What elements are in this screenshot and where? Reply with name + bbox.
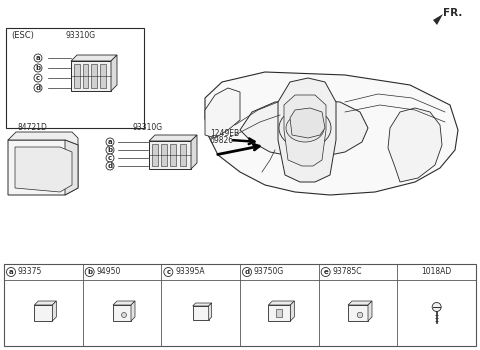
Polygon shape <box>71 55 117 61</box>
Circle shape <box>321 267 330 276</box>
Polygon shape <box>348 301 372 305</box>
Text: 93750G: 93750G <box>254 267 284 276</box>
Polygon shape <box>8 132 78 145</box>
Text: 69826: 69826 <box>210 136 234 145</box>
Circle shape <box>106 162 114 170</box>
Polygon shape <box>8 140 78 195</box>
Bar <box>74 64 80 88</box>
Text: a: a <box>36 55 40 61</box>
Polygon shape <box>205 88 240 138</box>
Circle shape <box>106 138 114 146</box>
Polygon shape <box>149 135 197 141</box>
Text: b: b <box>108 147 113 153</box>
Polygon shape <box>290 301 294 321</box>
Bar <box>71 61 111 91</box>
Text: b: b <box>36 65 41 71</box>
Text: e: e <box>324 269 328 275</box>
Polygon shape <box>240 100 368 157</box>
Text: 84721D: 84721D <box>18 123 48 132</box>
Text: b: b <box>87 269 92 275</box>
Circle shape <box>34 74 42 82</box>
Polygon shape <box>284 95 326 166</box>
Circle shape <box>121 313 127 317</box>
Text: 93395A: 93395A <box>175 267 205 276</box>
Bar <box>192 306 209 320</box>
Circle shape <box>34 84 42 92</box>
Circle shape <box>242 267 252 276</box>
Circle shape <box>34 54 42 62</box>
Polygon shape <box>65 140 78 195</box>
Circle shape <box>7 267 15 276</box>
Ellipse shape <box>286 114 324 142</box>
Text: 93785C: 93785C <box>333 267 362 276</box>
Polygon shape <box>191 135 197 169</box>
Circle shape <box>432 302 441 312</box>
Text: a: a <box>9 269 13 275</box>
Circle shape <box>85 267 94 276</box>
Polygon shape <box>111 55 117 91</box>
Circle shape <box>357 312 363 318</box>
Text: 93375: 93375 <box>18 267 42 276</box>
Polygon shape <box>290 108 325 138</box>
Polygon shape <box>205 72 458 195</box>
Text: FR.: FR. <box>443 8 462 18</box>
Text: d: d <box>36 85 41 91</box>
Text: 93310G: 93310G <box>66 31 96 40</box>
Polygon shape <box>278 78 336 182</box>
Bar <box>113 305 131 321</box>
Bar <box>348 305 368 321</box>
Text: (ESC): (ESC) <box>11 31 34 40</box>
Circle shape <box>34 64 42 72</box>
Text: 93310G: 93310G <box>133 123 163 132</box>
Circle shape <box>106 154 114 162</box>
Polygon shape <box>368 301 372 321</box>
Text: 1018AD: 1018AD <box>421 267 452 276</box>
Polygon shape <box>192 303 212 306</box>
Text: a: a <box>108 139 112 145</box>
Text: d: d <box>244 269 250 275</box>
Bar <box>170 144 176 166</box>
Text: c: c <box>36 75 40 81</box>
Bar <box>91 64 97 88</box>
Bar <box>149 141 191 169</box>
Bar <box>268 305 290 321</box>
Polygon shape <box>15 147 72 192</box>
Text: c: c <box>166 269 170 275</box>
Polygon shape <box>113 301 135 305</box>
Bar <box>276 309 282 317</box>
Text: d: d <box>108 163 113 169</box>
Bar <box>180 144 186 166</box>
Bar <box>100 64 106 88</box>
Polygon shape <box>131 301 135 321</box>
Polygon shape <box>268 301 294 305</box>
Bar <box>35 305 52 321</box>
Bar <box>152 144 158 166</box>
Polygon shape <box>388 108 442 182</box>
Polygon shape <box>433 14 443 25</box>
Polygon shape <box>52 301 56 321</box>
Text: 94950: 94950 <box>96 267 121 276</box>
Bar <box>4 264 476 346</box>
Polygon shape <box>35 301 56 305</box>
Circle shape <box>164 267 173 276</box>
Text: c: c <box>108 155 112 161</box>
Text: 1249EB: 1249EB <box>210 129 239 138</box>
Bar <box>161 144 167 166</box>
Bar <box>6 28 144 128</box>
Polygon shape <box>209 303 212 320</box>
Ellipse shape <box>279 108 331 148</box>
Bar <box>83 64 88 88</box>
Circle shape <box>106 146 114 154</box>
